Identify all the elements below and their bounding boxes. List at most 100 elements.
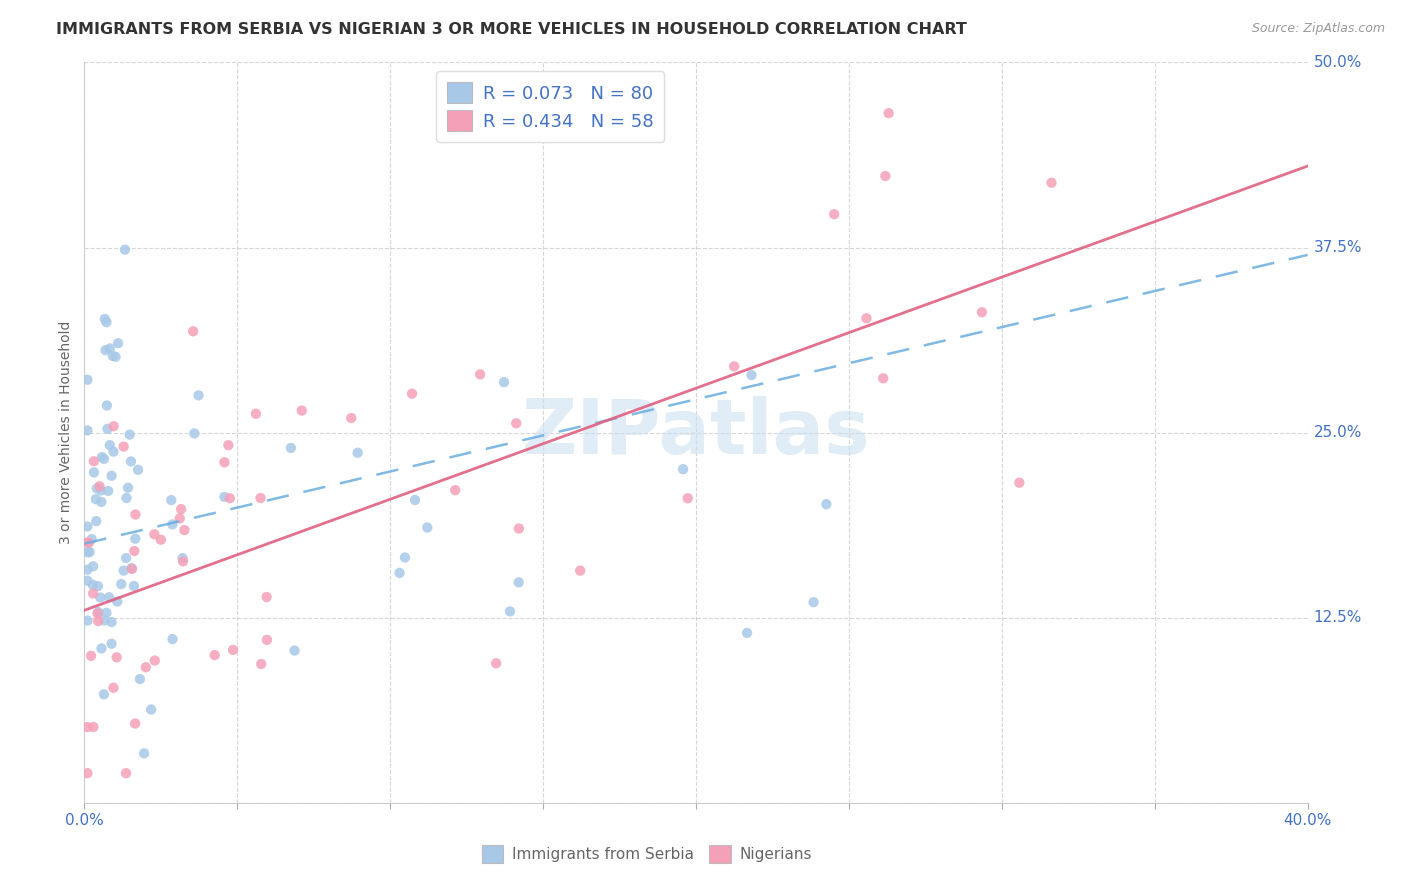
Text: IMMIGRANTS FROM SERBIA VS NIGERIAN 3 OR MORE VEHICLES IN HOUSEHOLD CORRELATION C: IMMIGRANTS FROM SERBIA VS NIGERIAN 3 OR … [56, 22, 967, 37]
Point [508, 575, 530, 590]
Point [401, 386, 423, 401]
Point [82, 578, 104, 592]
Point [115, 766, 138, 780]
Point [90, 495, 112, 509]
Point [394, 550, 416, 565]
Point [284, 643, 307, 657]
Point [82, 586, 104, 600]
Point [280, 441, 302, 455]
Point [877, 106, 900, 120]
Point [105, 594, 128, 608]
Point [249, 491, 271, 505]
Point [94, 312, 117, 326]
Point [98, 342, 121, 356]
Point [135, 660, 157, 674]
Point [173, 523, 195, 537]
Point [93, 451, 115, 466]
Point [120, 454, 142, 468]
Point [76, 423, 98, 437]
Point [672, 462, 695, 476]
Point [183, 426, 205, 441]
Point [98, 591, 121, 605]
Point [505, 417, 527, 431]
Point [100, 637, 122, 651]
Point [93, 687, 115, 701]
Point [122, 579, 145, 593]
Point [84, 492, 107, 507]
Point [97, 483, 120, 498]
Point [723, 359, 745, 374]
Point [162, 517, 184, 532]
Point [103, 444, 125, 458]
Point [101, 349, 124, 363]
Point [569, 564, 592, 578]
Point [83, 466, 105, 480]
Point [872, 371, 894, 385]
Point [970, 305, 993, 319]
Point [741, 368, 763, 383]
Point [127, 463, 149, 477]
Point [118, 427, 141, 442]
Point [416, 520, 439, 534]
Point [404, 493, 426, 508]
Point [250, 657, 273, 671]
Point [86, 607, 108, 621]
Point [76, 766, 98, 780]
Point [129, 672, 152, 686]
Point [291, 403, 314, 417]
Point [77, 545, 100, 559]
Point [468, 368, 491, 382]
Point [172, 551, 194, 566]
Text: Source: ZipAtlas.com: Source: ZipAtlas.com [1251, 22, 1385, 36]
Point [87, 614, 110, 628]
Point [76, 373, 98, 387]
Point [815, 497, 838, 511]
Point [87, 605, 110, 619]
Point [79, 545, 101, 559]
Point [80, 532, 103, 546]
Y-axis label: 3 or more Vehicles in Household: 3 or more Vehicles in Household [59, 321, 73, 544]
Point [87, 579, 110, 593]
Point [217, 438, 239, 452]
Point [104, 350, 127, 364]
Point [485, 657, 508, 671]
Point [80, 648, 103, 663]
Point [121, 562, 143, 576]
Point [346, 446, 368, 460]
Point [222, 643, 245, 657]
Point [86, 482, 108, 496]
Point [82, 720, 104, 734]
Point [245, 407, 267, 421]
Point [100, 615, 122, 629]
Point [169, 511, 191, 525]
Point [93, 614, 115, 628]
Point [89, 479, 111, 493]
Point [1040, 176, 1063, 190]
Point [499, 604, 522, 618]
Point [508, 522, 530, 536]
Point [94, 343, 117, 358]
Point [96, 606, 118, 620]
Text: 12.5%: 12.5% [1313, 610, 1362, 625]
Point [340, 411, 363, 425]
Point [256, 632, 278, 647]
Point [388, 566, 411, 580]
Text: ZIPatlas: ZIPatlas [522, 396, 870, 469]
Point [492, 375, 515, 389]
Point [149, 533, 172, 547]
Point [218, 491, 240, 506]
Point [91, 450, 114, 464]
Point [214, 490, 236, 504]
Point [735, 626, 758, 640]
Point [160, 493, 183, 508]
Point [124, 716, 146, 731]
Point [823, 207, 845, 221]
Point [96, 422, 118, 436]
Point [110, 577, 132, 591]
Point [143, 654, 166, 668]
Point [96, 399, 118, 413]
Point [1008, 475, 1031, 490]
Point [76, 574, 98, 588]
Point [172, 554, 194, 568]
Point [96, 315, 118, 329]
